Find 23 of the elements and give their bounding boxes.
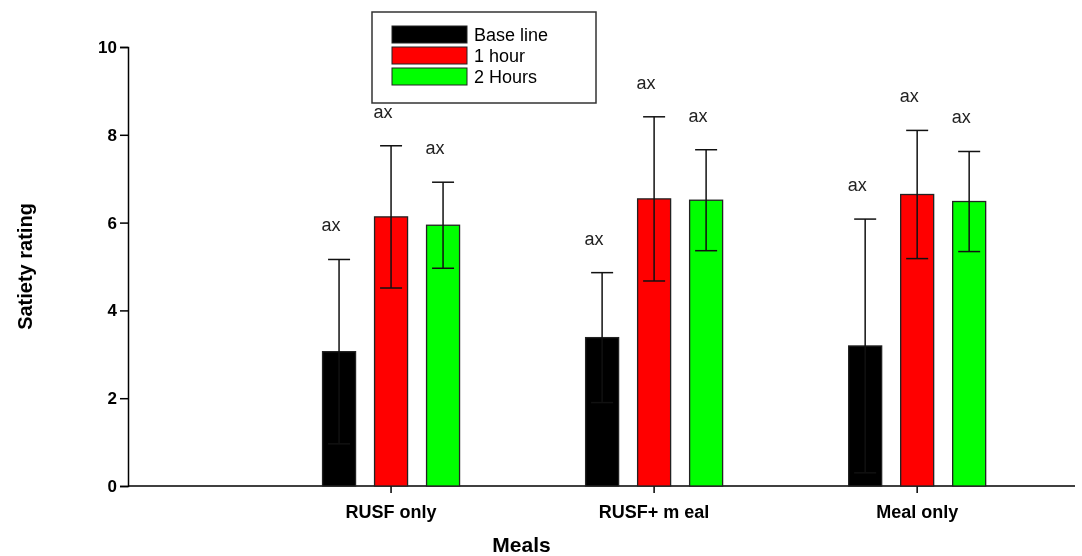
annotation: ax (688, 105, 708, 126)
x-axis-title: Meals (492, 533, 551, 556)
annotation: ax (951, 107, 971, 128)
annotation: ax (847, 175, 867, 196)
y-tick-label: 10 (98, 37, 117, 57)
y-tick-label: 0 (107, 476, 117, 496)
annotation: ax (899, 86, 919, 107)
y-axis-title: Satiety rating (14, 203, 36, 330)
x-tick-label: Meal only (876, 502, 959, 522)
legend-label: Base line (474, 25, 549, 45)
y-tick-label: 4 (107, 301, 118, 321)
annotation: ax (373, 101, 393, 122)
x-tick-label: RUSF only (345, 502, 437, 522)
legend-label: 2 Hours (474, 67, 538, 87)
legend-label: 1 hour (474, 46, 526, 66)
y-tick-label: 2 (107, 389, 117, 409)
x-tick-label: RUSF+ m eal (598, 502, 710, 522)
annotation: ax (584, 228, 604, 249)
y-tick-label: 6 (107, 213, 117, 233)
y-tick-label: 8 (107, 125, 117, 145)
annotation: ax (425, 138, 445, 159)
annotation: ax (321, 215, 341, 236)
annotation: ax (636, 72, 656, 93)
